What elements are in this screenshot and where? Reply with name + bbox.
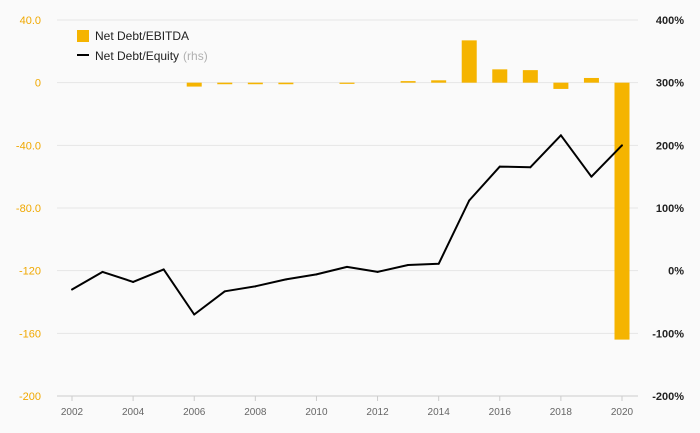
legend-label-net-debt-ebitda: Net Debt/EBITDA (95, 29, 189, 43)
line-point-2018 (559, 134, 562, 137)
line-point-2011 (346, 265, 348, 268)
y-right-tick-label: 400% (656, 15, 684, 27)
line-point-2017 (529, 166, 532, 169)
line-point-2004 (132, 280, 135, 283)
gridlines (57, 19, 638, 397)
line-series-net-debt-equity (71, 134, 623, 316)
y-left-tick-label: -80.0 (16, 203, 41, 215)
x-tick-label: 2004 (122, 407, 145, 418)
bar-2020 (614, 82, 630, 340)
y-right-tick-label: -100% (652, 328, 684, 340)
bar-2018 (553, 82, 569, 89)
bar-2015 (461, 40, 477, 83)
bar-2013 (400, 81, 416, 83)
legend-label-net-debt-equity: Net Debt/Equity (95, 49, 179, 63)
x-tick-label: 2008 (244, 407, 267, 418)
y-left-tick-label: 40.0 (20, 15, 41, 27)
y-left-tick-label: -200 (19, 391, 41, 403)
legend: Net Debt/EBITDA Net Debt/Equity (rhs) (77, 29, 208, 63)
bar-2011 (339, 82, 355, 84)
line-point-2006 (193, 313, 196, 316)
bar-2017 (522, 70, 538, 83)
bar-2006 (186, 82, 202, 87)
y-left-tick-label: -160 (19, 328, 41, 340)
bar-2008 (247, 82, 263, 85)
y-left-tick-label: -40.0 (16, 140, 41, 152)
bar-2016 (492, 69, 508, 83)
x-tick-label: 2006 (183, 407, 206, 418)
line-point-2009 (284, 278, 287, 281)
legend-entry-net-debt-equity: Net Debt/Equity (rhs) (95, 49, 208, 63)
line-point-2019 (590, 175, 593, 178)
x-tick-label: 2020 (611, 407, 634, 418)
y-right-tick-label: 300% (656, 78, 684, 90)
y-right-tick-label: 200% (656, 140, 684, 152)
line-point-2002 (71, 288, 73, 291)
bar-2009 (278, 82, 294, 85)
x-tick-label: 2012 (366, 407, 389, 418)
bar-2019 (583, 77, 599, 83)
x-tick-label: 2010 (305, 407, 328, 418)
line-point-2008 (254, 285, 257, 288)
y-right-tick-label: -200% (652, 391, 684, 403)
x-tick-label: 2002 (61, 407, 84, 418)
line-point-2015 (468, 199, 471, 202)
line-point-2020 (621, 144, 623, 147)
legend-swatch-net-debt-ebitda (77, 30, 89, 42)
y-axis-right: 400% 300% 200% 100% 0% -100% -200% (652, 15, 684, 403)
y-axis-left: 40.0 0 -40.0 -80.0 -120 -160 -200 (16, 15, 41, 403)
x-tick-label: 2018 (550, 407, 573, 418)
line-point-2010 (315, 273, 318, 276)
x-tick-label: 2014 (428, 407, 451, 418)
line-point-2013 (407, 264, 410, 267)
y-left-tick-label: 0 (35, 78, 41, 90)
x-axis: 2002 2004 2006 2008 2010 2012 2014 2016 2018 2020 (57, 395, 638, 418)
y-right-tick-label: 0% (668, 266, 684, 278)
line-point-2012 (376, 270, 379, 273)
line-point-2005 (162, 268, 165, 271)
legend-label-rhs: (rhs) (183, 49, 208, 63)
line-point-2014 (437, 262, 440, 265)
bar-series-net-debt-ebitda (186, 40, 630, 340)
bar-2007 (217, 82, 233, 85)
x-tick-label: 2016 (489, 407, 512, 418)
y-left-tick-label: -120 (19, 266, 41, 278)
line-point-2007 (223, 290, 226, 293)
line-point-2003 (101, 270, 104, 273)
series-line-net-debt-equity (71, 134, 623, 316)
bar-2014 (431, 80, 447, 83)
y-right-tick-label: 100% (656, 203, 684, 215)
line-point-2016 (498, 165, 501, 168)
